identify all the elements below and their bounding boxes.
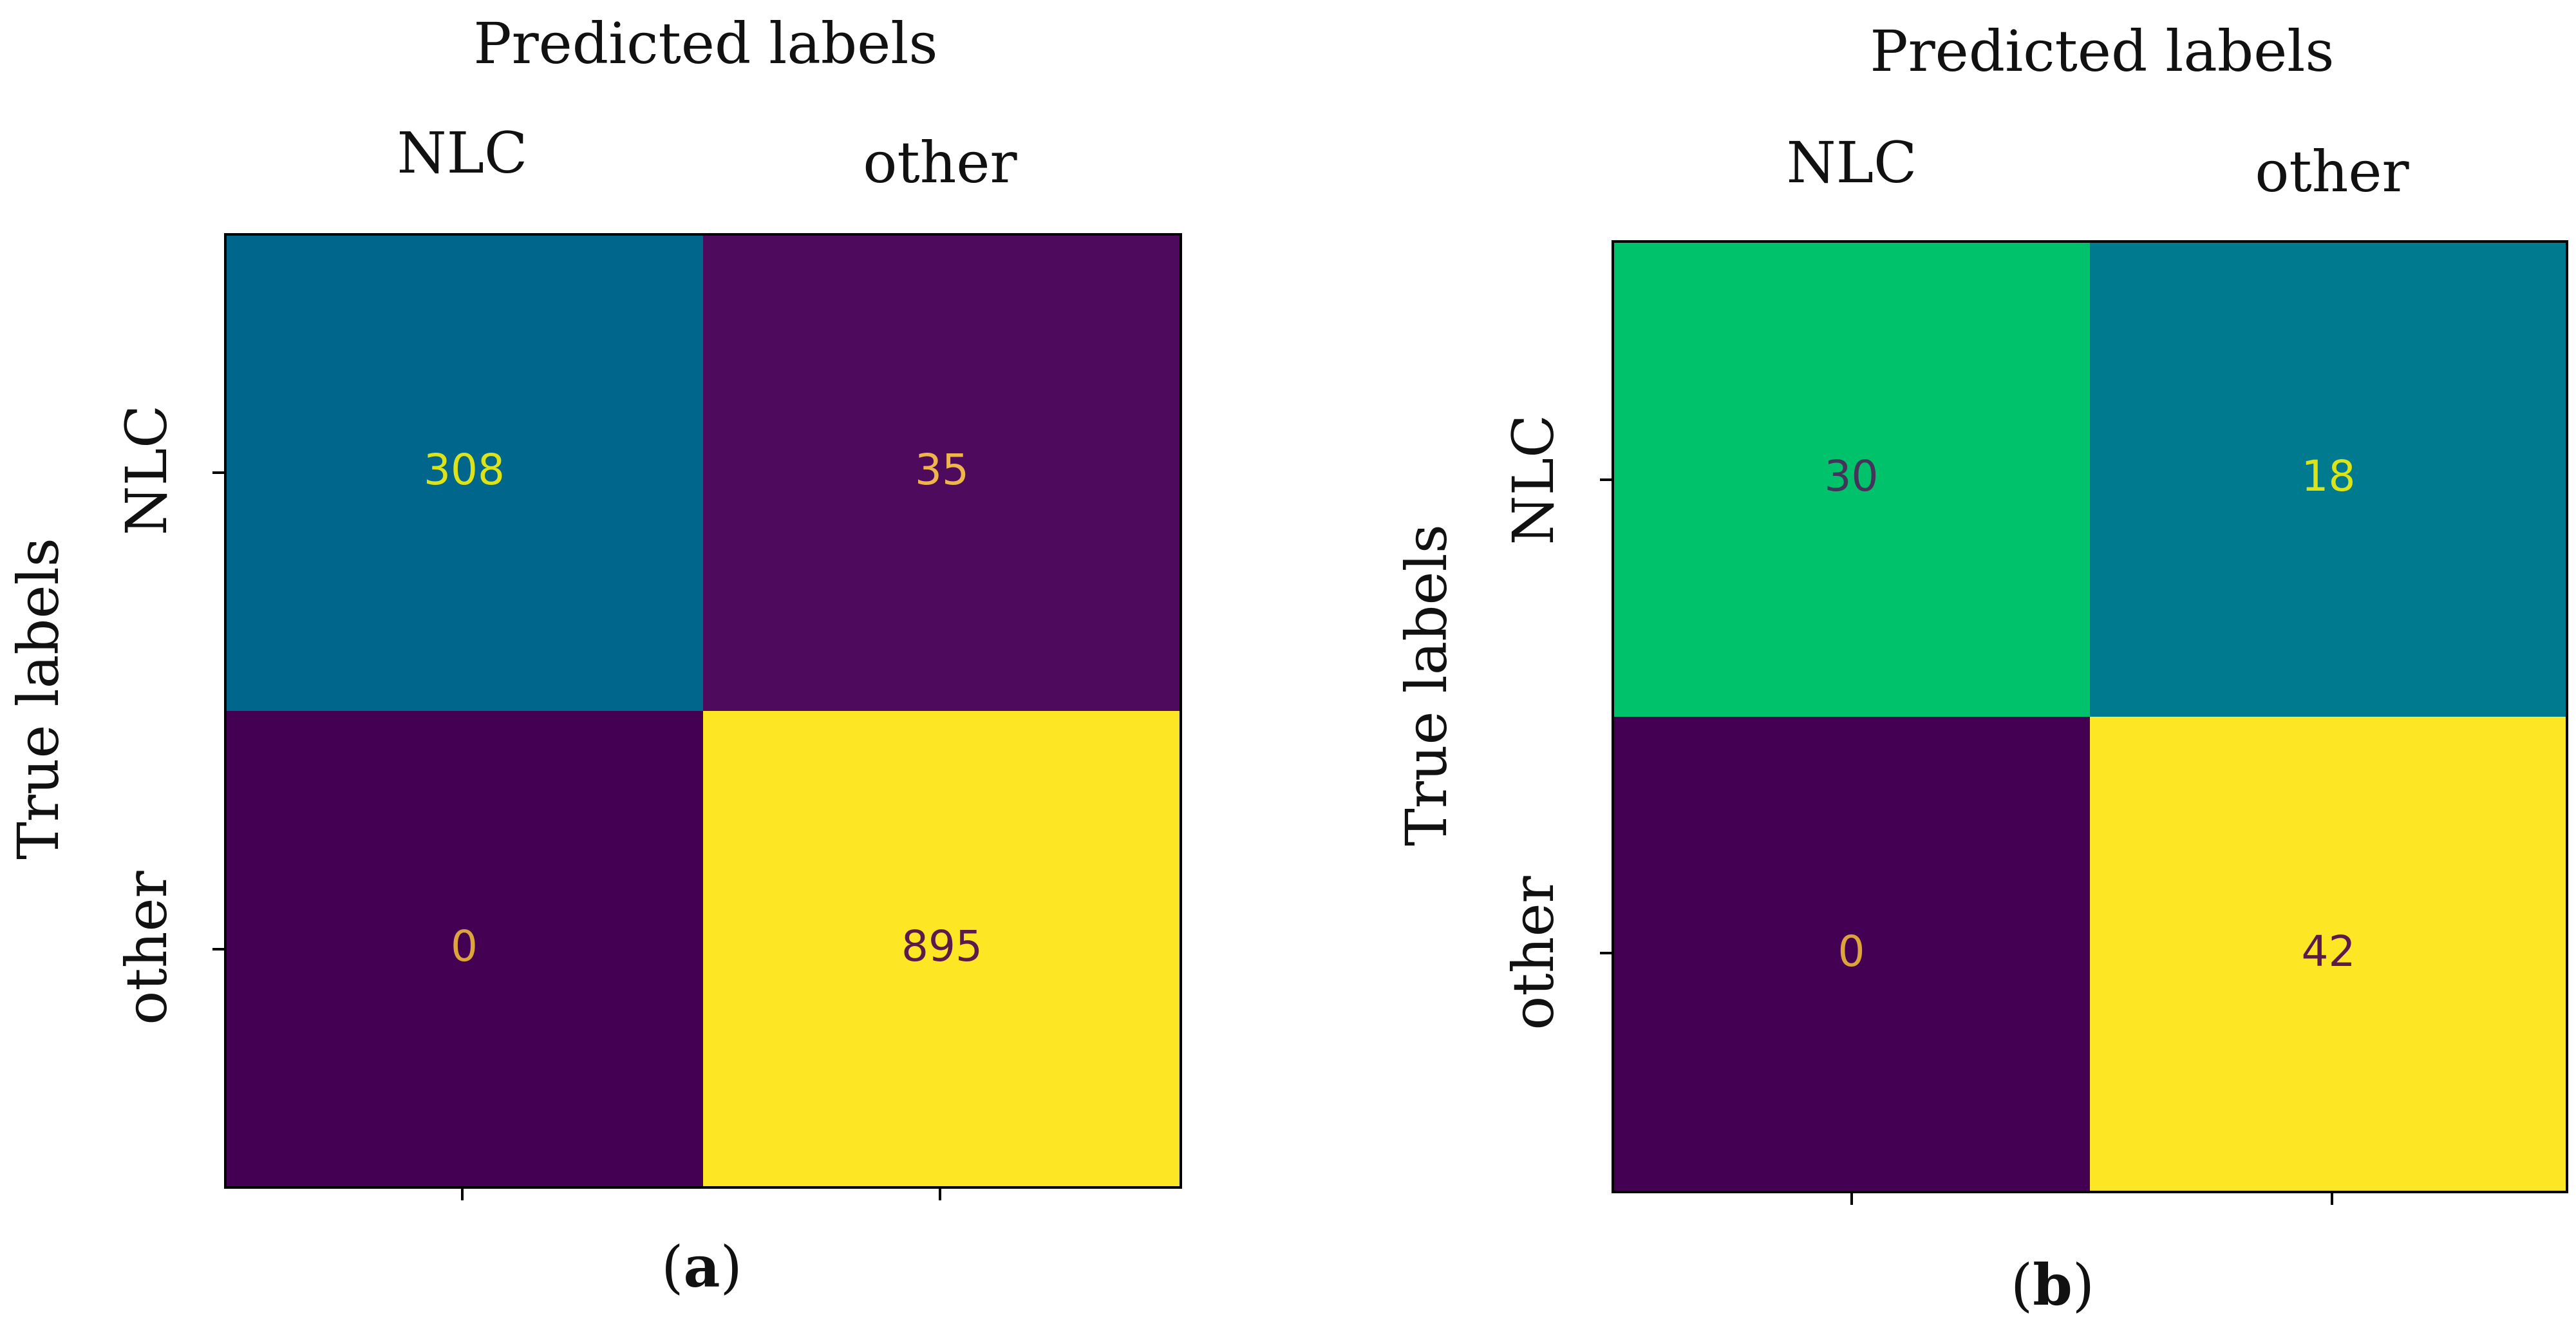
matrix-cell (2090, 717, 2567, 1192)
matrix-values: 308 35 0 895 (424, 445, 982, 971)
matrix-border (1612, 240, 2568, 1193)
caption-letter: b (2033, 1251, 2073, 1318)
caption-b: (b) (2011, 1251, 2094, 1318)
matrix-cell (2090, 241, 2567, 717)
caption-a: (a) (661, 1233, 742, 1300)
matrix-cells (1613, 241, 2567, 1192)
caption-open: ( (661, 1234, 683, 1300)
y-axis-label: True labels (1393, 524, 1460, 846)
caption-close: ) (2073, 1252, 2094, 1318)
cell-value-label: 0 (1838, 927, 1865, 976)
cell-value-label: 30 (1825, 451, 1879, 501)
y-tick-label: other (1500, 875, 1566, 1030)
matrix-cell (225, 711, 703, 1187)
matrix-cell (703, 234, 1181, 711)
x-tick-label: other (863, 129, 1017, 196)
cell-value-label: 308 (424, 445, 505, 495)
x-tick-label: other (2255, 138, 2409, 205)
cell-value-label: 35 (915, 445, 969, 495)
cell-value-label: 42 (2302, 927, 2356, 976)
confusion-matrix-a: Predicted labels NLC other True labels N… (5, 10, 1182, 1300)
x-axis-label: Predicted labels (473, 10, 937, 77)
matrix-cell (225, 234, 703, 711)
cell-value-label: 18 (2302, 451, 2356, 501)
matrix-border (224, 233, 1182, 1189)
y-axis-label: True labels (5, 538, 71, 860)
x-axis-label: Predicted labels (1870, 18, 2334, 84)
cell-value-label: 0 (451, 922, 478, 971)
matrix-cell (1613, 241, 2090, 717)
x-tick-label: NLC (397, 120, 528, 186)
y-tick-label: other (113, 870, 180, 1025)
matrix-values: 30 18 0 42 (1825, 451, 2356, 976)
matrix-cell (1613, 717, 2090, 1192)
confusion-matrix-b: Predicted labels NLC other True labels N… (1393, 18, 2568, 1318)
caption-letter: a (683, 1233, 720, 1300)
cell-value-label: 895 (901, 922, 982, 971)
y-tick-label: NLC (113, 405, 180, 536)
y-tick-label: NLC (1500, 415, 1566, 545)
caption-open: ( (2011, 1252, 2033, 1318)
matrix-cells (225, 234, 1181, 1187)
matrix-cell (703, 711, 1181, 1187)
x-tick-label: NLC (1787, 129, 1917, 196)
caption-close: ) (720, 1234, 742, 1300)
